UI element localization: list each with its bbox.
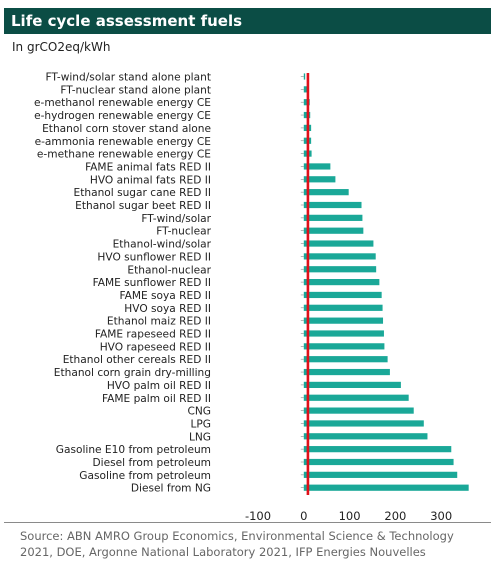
unit-label: In grCO2eq/kWh	[12, 40, 111, 54]
bar	[303, 73, 306, 80]
bar	[303, 214, 363, 221]
bar	[303, 86, 308, 93]
title-bar: Life cycle assessment fuels	[4, 8, 491, 34]
category-label: HVO sunflower RED II	[97, 251, 211, 263]
bar	[303, 240, 374, 247]
x-tick-label: 300	[430, 509, 452, 520]
bar	[303, 381, 401, 388]
bar	[303, 471, 458, 478]
category-label: FAME soya RED II	[119, 290, 211, 302]
bar	[303, 279, 380, 286]
category-label: HVO palm oil RED II	[107, 380, 211, 392]
bar	[303, 330, 384, 337]
category-label: FAME palm oil RED II	[102, 393, 211, 405]
x-tick-label: 0	[300, 509, 307, 520]
bar	[303, 446, 452, 453]
bar	[303, 407, 414, 414]
category-label: Ethanol-nuclear	[127, 264, 211, 276]
category-label: Ethanol-wind/solar	[113, 239, 212, 251]
category-label: HVO soya RED II	[124, 303, 211, 315]
bar	[303, 163, 331, 170]
bar	[303, 317, 384, 324]
category-label: FT-nuclear	[156, 226, 211, 238]
bar	[303, 189, 349, 196]
bar	[303, 176, 336, 183]
bar	[303, 368, 390, 376]
category-label: FAME sunflower RED II	[93, 277, 211, 289]
bar	[303, 458, 454, 466]
category-label: Ethanol sugar cane RED II	[74, 187, 211, 199]
category-label: FAME rapeseed RED II	[95, 329, 211, 341]
x-tick-label: -100	[245, 509, 271, 520]
source-divider	[4, 522, 491, 523]
bar	[303, 304, 383, 311]
bar	[303, 291, 382, 299]
chart-title: Life cycle assessment fuels	[11, 12, 243, 30]
bar	[303, 253, 376, 260]
bar	[303, 343, 385, 350]
category-label: Ethanol corn stover stand alone	[42, 123, 211, 135]
bar	[303, 201, 362, 209]
category-label: Ethanol corn grain dry-milling	[54, 367, 211, 379]
bar	[303, 227, 364, 234]
category-label: FT-nuclear stand alone plant	[60, 84, 211, 96]
category-label: HVO rapeseed RED II	[100, 341, 211, 353]
category-label: HVO animal fats RED II	[90, 174, 211, 186]
category-label: e-methane renewable energy CE	[37, 149, 211, 161]
category-label: Ethanol maiz RED II	[107, 316, 211, 328]
bar	[303, 266, 377, 273]
bar	[303, 394, 409, 401]
category-label: Diesel from petroleum	[93, 457, 211, 469]
category-label: Ethanol sugar beet RED II	[75, 200, 211, 212]
bar	[303, 433, 428, 440]
category-label: CNG	[187, 406, 211, 418]
category-label: Ethanol other cereals RED II	[63, 354, 211, 366]
bar	[303, 356, 388, 363]
bar	[303, 420, 424, 427]
category-label: LPG	[191, 418, 212, 430]
bar	[303, 484, 469, 491]
category-label: FAME animal fats RED II	[85, 161, 211, 173]
source-note: Source: ABN AMRO Group Economics, Enviro…	[20, 529, 454, 559]
category-label: FT-wind/solar	[141, 213, 211, 225]
category-label: Gasoline E10 from petroleum	[56, 444, 211, 456]
category-label: e-methanol renewable energy CE	[34, 97, 211, 109]
bar-chart: FT-wind/solar stand alone plantFT-nuclea…	[34, 72, 469, 520]
x-tick-label: 100	[339, 509, 361, 520]
category-label: FT-wind/solar stand alone plant	[45, 72, 211, 84]
category-label: Diesel from NG	[131, 483, 211, 495]
category-label: e-hydrogen renewable energy CE	[34, 110, 211, 122]
x-tick-label: 200	[384, 509, 406, 520]
category-label: e-ammonia renewable energy CE	[35, 136, 212, 148]
category-label: Gasoline from petroleum	[79, 470, 211, 482]
category-label: LNG	[189, 431, 211, 443]
